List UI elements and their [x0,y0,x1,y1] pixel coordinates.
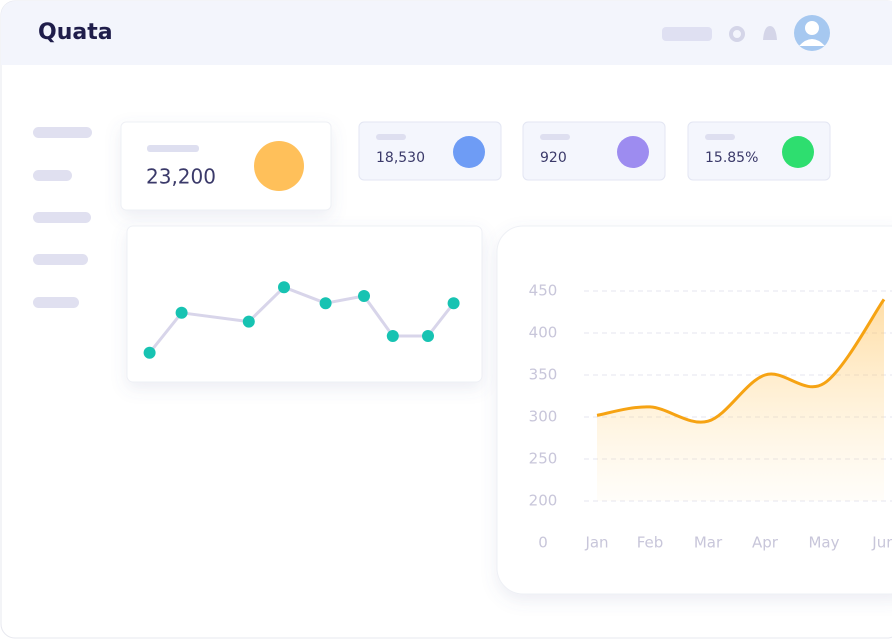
sparkline-point [278,281,290,294]
y-tick-label: 0 [538,534,548,552]
x-tick-label: May [808,534,839,552]
nav-item[interactable] [33,254,88,265]
x-tick-label: Jan [584,534,608,552]
sparkline-card [126,225,483,383]
y-tick-label: 400 [529,324,558,342]
stat-dot [254,141,304,191]
header-bar [1,1,892,65]
sparkline-point [447,297,460,310]
area-fill [597,299,884,501]
stat-dot [782,136,814,168]
x-tick-label: Mar [694,534,723,552]
nav-item[interactable] [33,212,91,223]
stat-value: 18,530 [376,150,425,166]
search-placeholder[interactable] [662,27,712,41]
y-tick-label: 200 [529,492,558,510]
avatar-head [805,21,819,35]
y-tick-label: 300 [529,408,558,426]
area-card [496,225,892,595]
y-tick-label: 250 [529,450,558,468]
nav-item[interactable] [33,170,72,181]
label-placeholder [705,134,735,140]
stat-value: 23,200 [146,165,216,189]
stat-value: 15.85% [705,150,758,166]
x-tick-label: Jun [871,534,892,552]
stat-dot [453,136,485,168]
settings-icon[interactable] [729,26,745,42]
label-placeholder [540,134,570,140]
sparkline-point [422,330,434,342]
sparkline-point [175,306,188,319]
nav-item[interactable] [33,297,79,308]
sparkline-point [242,315,255,328]
sparkline-point [358,290,370,302]
nav-item[interactable] [33,127,92,138]
bell-icon[interactable] [763,26,777,40]
x-tick-label: Feb [637,534,664,552]
area-line [596,298,886,424]
y-tick-label: 450 [529,282,558,300]
label-placeholder [376,134,406,140]
stat-dot [617,136,649,168]
sparkline-point [319,297,332,310]
stat-value: 920 [540,150,567,166]
y-tick-label: 350 [529,366,558,384]
sparkline-point [386,330,399,342]
label-placeholder [147,145,199,152]
sparkline-point [143,346,156,359]
logo: Quata [38,20,113,45]
avatar-body [799,39,825,46]
x-tick-label: Apr [752,534,779,552]
sidebar [33,127,92,308]
